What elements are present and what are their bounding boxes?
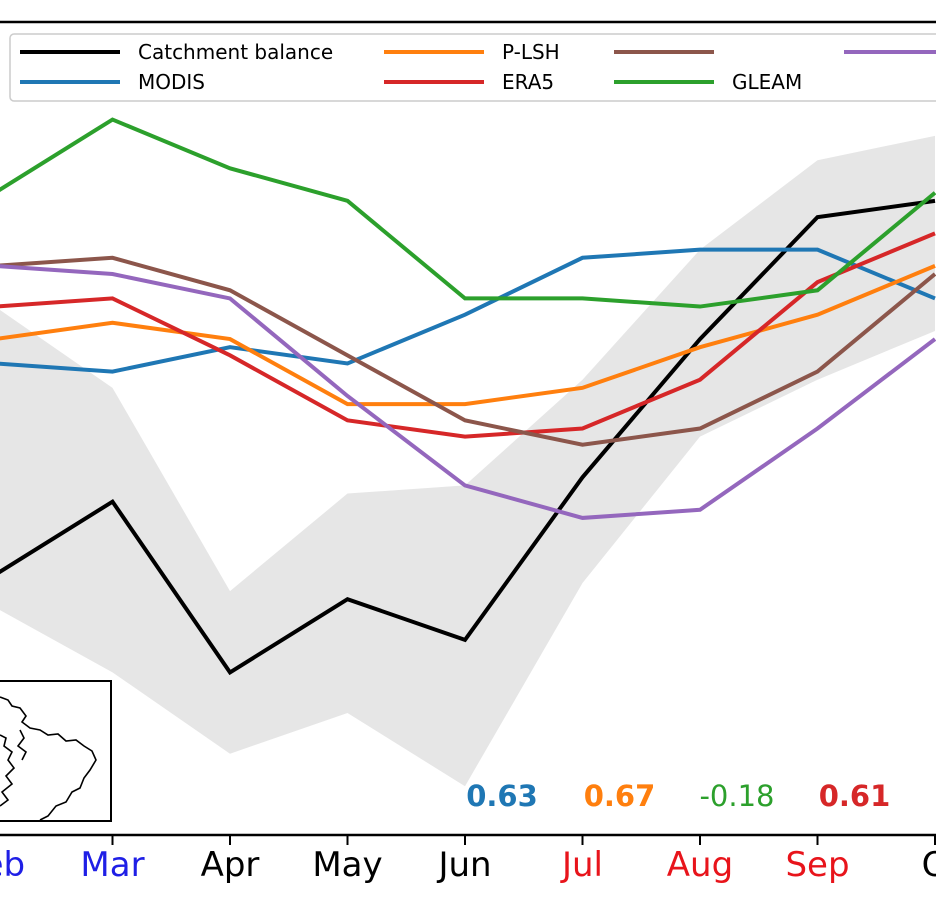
legend-entry: P-LSH: [384, 40, 560, 64]
x-ticks: Feb Mar Apr May Jun Jul Aug Sep O: [0, 835, 936, 885]
legend-label: GLEAM: [732, 70, 802, 94]
series-line-gleam: [0, 117, 936, 309]
x-tick-label: Aug: [667, 845, 733, 885]
series-line-modis: [0, 247, 936, 374]
legend-label: MODIS: [138, 70, 205, 94]
series-line-catchment-balance: [0, 198, 936, 676]
series-line-p-lsh: [0, 264, 936, 407]
x-tick-label: Sep: [785, 845, 849, 885]
correlation-annotations: 0.63 0.67 -0.18 0.61: [466, 779, 890, 813]
inset-map-coastline: [0, 696, 97, 821]
x-tick-label: Feb: [0, 845, 25, 885]
series-line-unnamed-4: [0, 255, 936, 447]
legend-entry: Catchment balance: [20, 40, 333, 64]
x-tick-label: Apr: [201, 845, 260, 885]
legend-label: P-LSH: [502, 40, 560, 64]
annotation-label: 0.63: [466, 779, 538, 813]
annotation-label: 0.61: [819, 779, 891, 813]
annotation-label: 0.67: [584, 779, 656, 813]
inset-map-frame: [0, 680, 112, 822]
legend-label: Catchment balance: [138, 40, 333, 64]
legend-entry: CMIP5: [844, 50, 936, 54]
series-line-cmip5: [0, 264, 936, 520]
x-tick-label: Jul: [560, 845, 603, 885]
legend-label: ERA5: [502, 70, 554, 94]
annotation-label: -0.18: [699, 779, 774, 813]
series-layer: [0, 117, 936, 676]
x-tick-label: O: [922, 845, 936, 885]
spread-band-layer: [0, 135, 935, 787]
legend-entry: MODIS: [20, 70, 205, 94]
legend-entry: GLEAM: [614, 70, 802, 94]
legend: Catchment balance MODIS P-LSH ERA5 GLEAM CMIP…: [9, 33, 936, 102]
axes: [0, 20, 936, 837]
inset-map: [0, 680, 112, 822]
x-tick-label: May: [312, 845, 382, 885]
series-line-era5: [0, 231, 936, 439]
legend-entry: ERA5: [384, 70, 554, 94]
x-tick-label: Mar: [80, 845, 144, 885]
spread-band: [0, 135, 935, 787]
x-tick-label: Jun: [436, 845, 491, 885]
